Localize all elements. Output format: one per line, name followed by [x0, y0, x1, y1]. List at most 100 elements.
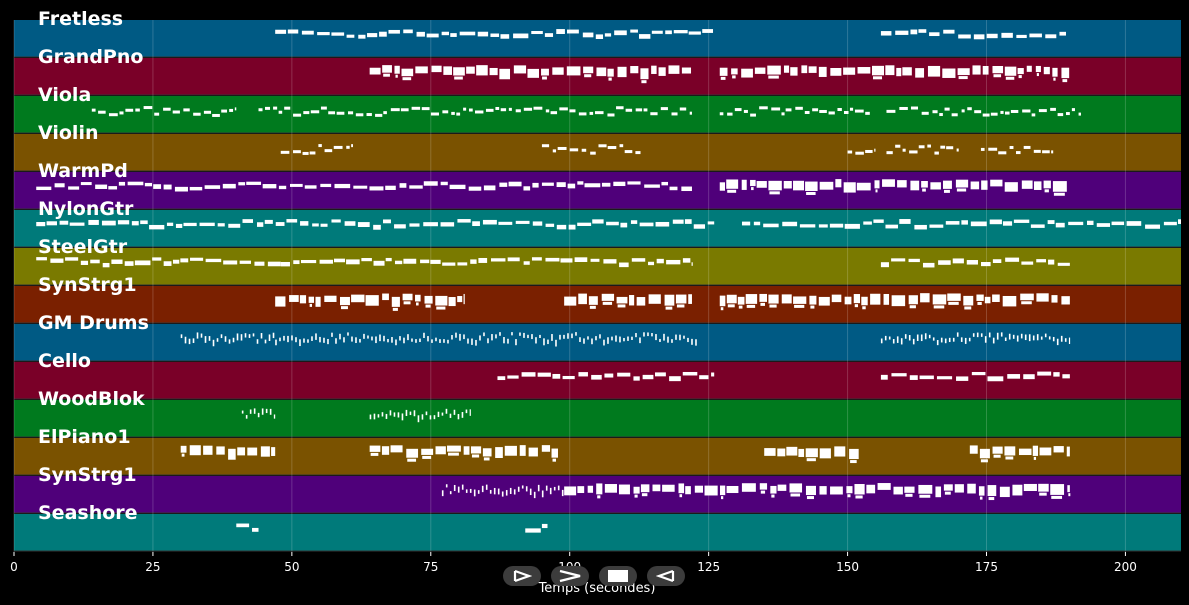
- note: [988, 147, 998, 151]
- note: [647, 332, 649, 337]
- note: [196, 332, 199, 339]
- note: [221, 109, 228, 113]
- note: [355, 113, 364, 117]
- note: [956, 148, 959, 152]
- note: [1042, 150, 1050, 154]
- note: [118, 181, 126, 186]
- note: [981, 262, 991, 267]
- note: [391, 296, 400, 307]
- note: [930, 182, 941, 190]
- note: [102, 262, 110, 268]
- note: [583, 66, 594, 74]
- note: [515, 220, 530, 224]
- note: [241, 410, 244, 414]
- note: [302, 151, 309, 155]
- note: [630, 66, 639, 74]
- note: [720, 307, 724, 311]
- note: [1066, 446, 1070, 457]
- step-back-button[interactable]: [647, 566, 685, 586]
- note: [1016, 34, 1027, 39]
- note: [485, 108, 494, 112]
- track-band: [14, 134, 1181, 171]
- note: [932, 110, 938, 114]
- note: [1004, 337, 1007, 342]
- note: [224, 336, 227, 342]
- note: [423, 222, 438, 227]
- note: [543, 338, 545, 346]
- note: [36, 222, 46, 227]
- stop-button[interactable]: [599, 566, 637, 586]
- note: [477, 490, 480, 494]
- note: [929, 224, 944, 228]
- note: [623, 337, 625, 342]
- note: [448, 297, 456, 307]
- note: [435, 337, 437, 342]
- note: [939, 113, 943, 117]
- note: [1039, 492, 1047, 496]
- note: [541, 144, 550, 148]
- note: [482, 448, 492, 457]
- note: [828, 111, 835, 115]
- note: [1056, 338, 1059, 346]
- note: [284, 106, 291, 110]
- note: [474, 110, 484, 114]
- note: [59, 220, 69, 225]
- note: [844, 296, 852, 305]
- note: [125, 108, 134, 112]
- note: [421, 414, 424, 420]
- note: [264, 339, 267, 344]
- note: [495, 334, 497, 339]
- note: [989, 219, 1002, 225]
- play-button[interactable]: [551, 566, 589, 586]
- note: [467, 338, 469, 344]
- note: [483, 185, 496, 191]
- note: [533, 106, 543, 110]
- note: [954, 484, 964, 493]
- note: [280, 261, 290, 267]
- note: [531, 334, 533, 340]
- note: [970, 181, 980, 190]
- note: [694, 485, 704, 493]
- note: [149, 224, 165, 230]
- note: [782, 221, 798, 227]
- note: [1053, 372, 1060, 377]
- note: [1052, 67, 1058, 77]
- note: [1004, 111, 1010, 115]
- note: [669, 376, 681, 382]
- note: [402, 293, 413, 301]
- note: [1055, 222, 1065, 228]
- note: [1045, 34, 1057, 39]
- note: [604, 484, 617, 493]
- note: [111, 259, 123, 264]
- step-back-icon: [656, 569, 675, 583]
- track-label: GM Drums: [38, 312, 149, 334]
- note: [508, 181, 522, 187]
- step-forward-button[interactable]: [503, 566, 541, 586]
- note: [1032, 445, 1039, 456]
- note: [883, 293, 890, 305]
- note: [175, 223, 183, 228]
- note: [90, 259, 100, 264]
- note: [415, 339, 417, 343]
- note: [441, 31, 450, 36]
- note: [381, 446, 390, 455]
- note: [888, 336, 891, 340]
- note: [969, 445, 978, 454]
- note: [972, 65, 981, 75]
- note: [535, 337, 537, 344]
- note: [443, 66, 452, 75]
- note: [613, 181, 626, 187]
- note: [331, 332, 333, 337]
- note: [874, 148, 876, 152]
- note: [399, 183, 407, 188]
- note: [1021, 261, 1034, 265]
- x-tick-label: 75: [423, 560, 438, 574]
- note: [767, 65, 781, 75]
- note: [886, 151, 893, 155]
- note: [461, 412, 464, 418]
- note: [993, 74, 1002, 78]
- note: [499, 182, 508, 187]
- note: [895, 144, 901, 148]
- note: [1043, 66, 1050, 75]
- note: [539, 334, 541, 338]
